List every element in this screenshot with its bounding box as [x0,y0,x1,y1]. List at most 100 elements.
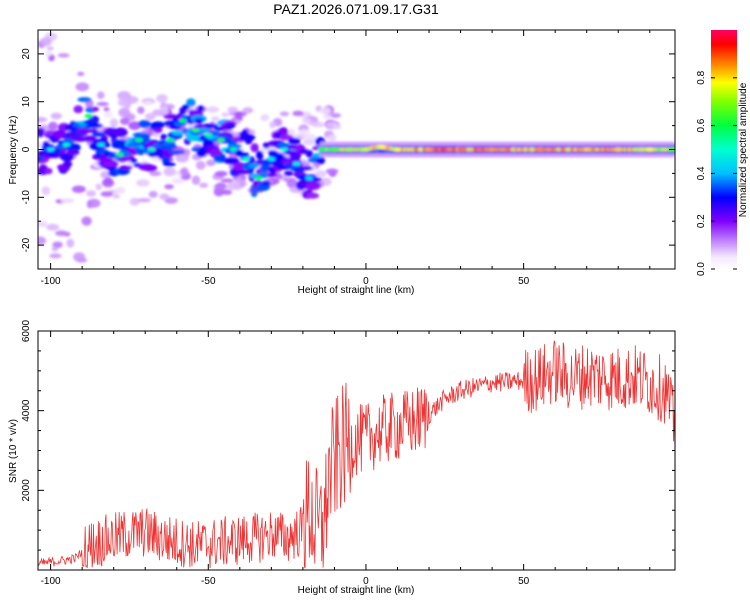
heatmap-cell [323,113,333,120]
heatmap-cell [91,131,106,137]
heatmap-cell [255,150,264,160]
heatmap-cell [283,170,294,177]
heatmap-cell [227,143,242,149]
heatmap-cell [91,106,100,112]
heatmap-cell [227,106,239,113]
heatmap-cell [164,184,174,190]
heatmap-cell [194,118,204,124]
heatmap-cell [118,107,131,118]
heatmap-cell [162,148,174,159]
heatmap-cell [160,133,168,140]
heatmap-cell [38,156,45,162]
heatmap-cell [155,147,164,156]
colorbar-tick-label: 0.2 [696,214,707,228]
heatmap-ridge-point [305,176,314,181]
chart-title: PAZ1.2026.071.09.17.G31 [273,1,439,17]
heatmap-ridge-point [614,147,623,152]
heatmap-ridge-point [346,147,355,152]
heatmap-cell [234,169,251,175]
heatmap-cell [86,123,103,129]
heatmap-cell [75,82,90,92]
heatmap-ridge-point [242,157,251,162]
heatmap-ridge-point [267,157,276,162]
heatmap-cell [221,189,233,195]
heatmap-cell [52,241,63,249]
heatmap-ridge-point [204,133,213,138]
heatmap-cell [128,121,141,130]
snr-series-line [38,340,675,569]
heatmap-cell [191,175,201,185]
heatmap-cell [226,181,241,191]
heatmap-cell [239,179,247,188]
heatmap-ridge-point [582,147,591,152]
heatmap-cell [234,111,243,119]
heatmap-ridge-point [393,147,402,152]
heatmap-cell [97,91,105,100]
heatmap-cell [180,167,189,177]
heatmap-cell [129,197,140,206]
heatmap-cell [206,106,220,113]
heatmap-cell [44,51,52,57]
heatmap-cell [302,138,315,146]
heatmap-cell [206,159,216,167]
heatmap-cell [100,191,114,197]
colorbar-label: Normalized spectral amplitude [738,82,749,217]
heatmap-cell [211,130,221,136]
heatmap-cell [299,166,313,171]
heatmap-cell [40,37,52,47]
heatmap-cell [221,112,230,117]
heatmap-cell [306,192,320,199]
heatmap-cell [305,181,322,190]
snr-y-axis-label: SNR (10 * v/v) [8,419,19,483]
heatmap-cell [52,148,62,154]
heatmap-cell [292,133,301,139]
heatmap-cell [197,105,205,112]
heatmap-cell [120,117,130,125]
heatmap-cell [48,121,58,131]
heatmap-cell [213,184,228,190]
spectrogram-x-tick-label: -100 [41,276,61,287]
heatmap-ridge-point [62,142,71,147]
heatmap-cell [195,160,206,170]
spectrogram-y-tick-label: -20 [21,237,32,252]
heatmap-ridge-point [361,147,370,152]
heatmap-cell [261,180,271,186]
heatmap-ridge-point [377,145,386,150]
heatmap-ridge-point [279,147,288,152]
heatmap-ridge-point [166,137,175,142]
heatmap-cell [315,170,327,178]
heatmap-ridge-point [84,114,93,119]
heatmap-cell [332,124,342,130]
heatmap-cell [75,128,92,134]
heatmap-cell [96,101,109,107]
heatmap-cell [50,112,63,120]
colorbar-tick-label: 0.4 [696,166,707,180]
heatmap-cell [112,194,120,199]
heatmap-cell [103,177,113,186]
heatmap-cell [73,252,86,262]
heatmap-ridge-point [488,147,497,152]
heatmap-ridge-point [292,161,301,166]
heatmap-ridge-point [216,137,225,142]
heatmap-cell [88,128,99,133]
heatmap-cell [44,167,53,175]
heatmap-ridge-point [97,142,106,147]
heatmap-ridge-point [254,176,263,181]
heatmap-cell [136,179,150,187]
heatmap-cell [171,178,185,184]
heatmap-cell [149,170,162,177]
heatmap-cell [57,53,70,58]
heatmap-cell [83,135,97,143]
heatmap-cell [248,163,260,169]
colorbar-gradient [711,30,737,269]
spectrogram-y-tick-label: 20 [21,48,32,60]
heatmap-ridge-point [330,147,339,152]
heatmap-cell [138,120,151,128]
heatmap-cell [171,130,185,136]
heatmap-cell [66,238,75,248]
heatmap-ridge-point [46,147,55,152]
heatmap-cell [301,118,312,124]
heatmap-cell [117,98,131,107]
